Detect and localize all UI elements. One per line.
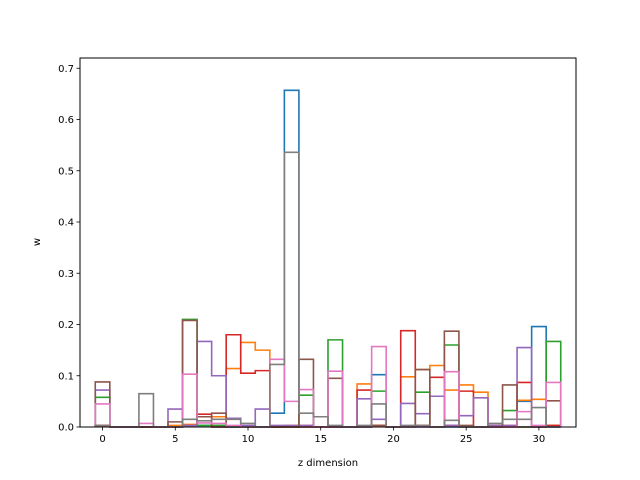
x-axis-label: z dimension — [298, 458, 358, 469]
y-axis-ticks: 0.0 0.1 0.2 0.3 0.4 0.5 0.6 0.7 — [58, 64, 80, 434]
x-axis-ticks: 0 5 10 15 20 25 30 — [99, 427, 545, 445]
y-tick-label: 0.6 — [58, 115, 74, 126]
x-tick-label: 0 — [99, 434, 105, 445]
x-tick-label: 15 — [314, 434, 327, 445]
y-tick-label: 0.7 — [58, 64, 74, 75]
x-tick-label: 25 — [460, 434, 473, 445]
plot-frame — [79, 57, 577, 428]
y-axis-label: w — [32, 238, 43, 246]
x-tick-label: 20 — [387, 434, 400, 445]
y-tick-label: 0.0 — [58, 423, 74, 434]
x-tick-label: 10 — [242, 434, 255, 445]
y-tick-label: 0.4 — [58, 218, 74, 229]
x-tick-label: 5 — [172, 434, 178, 445]
y-tick-label: 0.5 — [58, 166, 74, 177]
y-tick-label: 0.2 — [58, 320, 74, 331]
y-tick-label: 0.3 — [58, 269, 74, 280]
y-tick-label: 0.1 — [58, 371, 74, 382]
x-tick-label: 30 — [533, 434, 546, 445]
